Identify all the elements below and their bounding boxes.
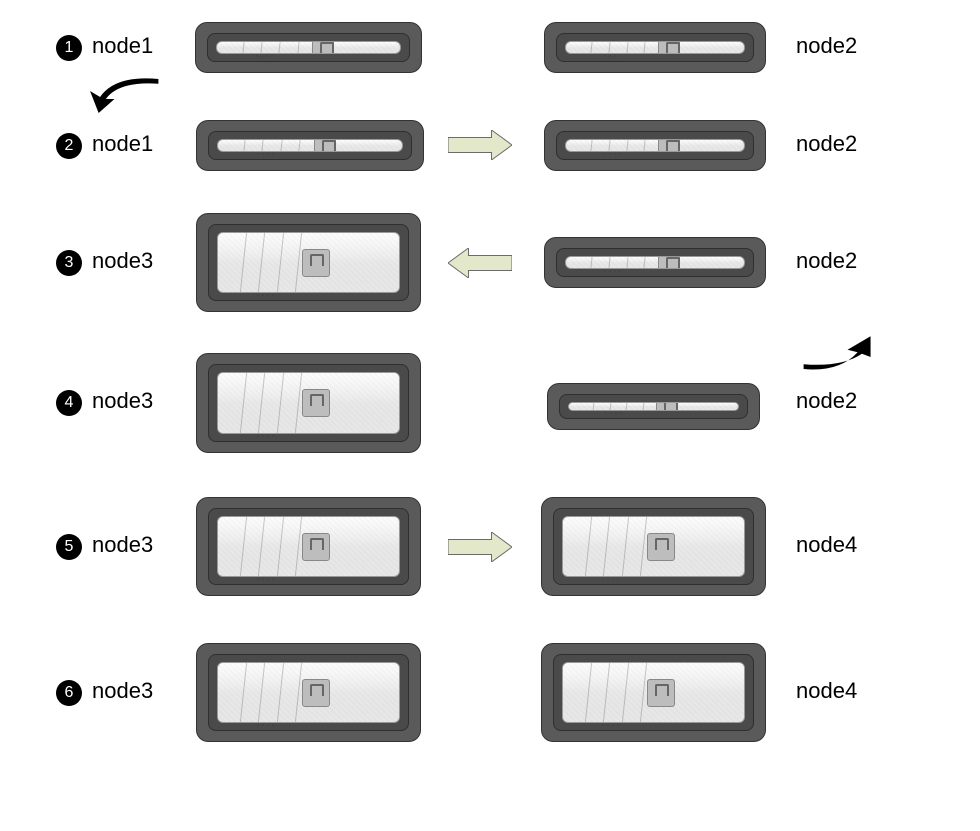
storage-controller-small [195,22,422,73]
storage-controller-large [541,643,766,742]
arrow-left-icon [448,248,512,283]
step-number: 1 [56,35,82,61]
netapp-logo-icon [302,679,330,707]
curved-arrow-icon [90,75,162,120]
netapp-logo-icon [302,249,330,277]
netapp-logo-icon [302,533,330,561]
node-label-right: node2 [796,131,857,157]
node-label-right: node2 [796,248,857,274]
node-label-left: node1 [92,33,153,59]
step-number: 6 [56,680,82,706]
node-label-left: node3 [92,532,153,558]
storage-controller-small [544,120,766,171]
node-label-left: node1 [92,131,153,157]
netapp-logo-icon [312,41,334,54]
step-number: 5 [56,534,82,560]
storage-controller-large [196,213,421,312]
node-label-right: node2 [796,388,857,414]
netapp-logo-icon [314,139,336,152]
netapp-logo-icon [302,389,330,417]
arrow-right-icon [448,130,512,165]
step-number: 4 [56,390,82,416]
node-label-right: node4 [796,678,857,704]
arrow-right-icon [448,532,512,567]
netapp-logo-icon [647,533,675,561]
netapp-logo-icon [658,139,680,152]
step-number: 3 [56,250,82,276]
storage-controller-large [196,497,421,596]
netapp-logo-icon [658,41,680,54]
node-label-left: node3 [92,388,153,414]
netapp-logo-icon [658,256,680,269]
node-label-left: node3 [92,678,153,704]
node-label-right: node4 [796,532,857,558]
storage-controller-large [196,643,421,742]
upgrade-sequence-diagram: 1 node1 node2 2 node1 node2 3 node3 node2 4 node3 n… [0,0,980,831]
storage-controller-large [196,353,421,453]
storage-controller-small [196,120,424,171]
storage-controller-small [544,22,766,73]
storage-controller-small [547,383,760,430]
storage-controller-small [544,237,766,288]
node-label-left: node3 [92,248,153,274]
curved-arrow-icon [800,333,872,378]
storage-controller-large [541,497,766,596]
node-label-right: node2 [796,33,857,59]
step-number: 2 [56,133,82,159]
netapp-logo-icon [647,679,675,707]
netapp-logo-icon [656,402,678,411]
